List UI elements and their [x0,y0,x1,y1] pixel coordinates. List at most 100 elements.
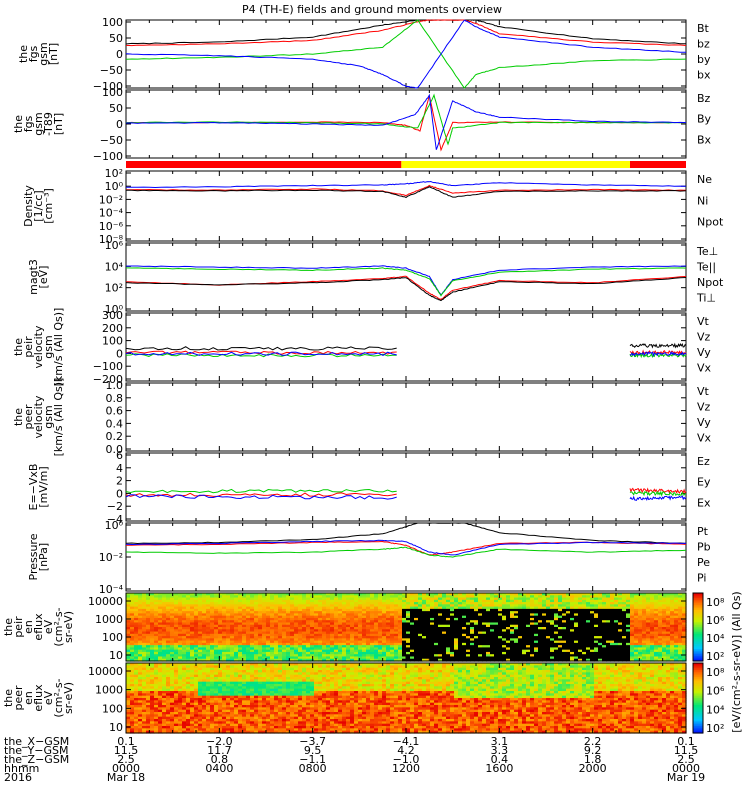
spectrogram-cell [594,631,599,635]
spectrogram-cell [306,638,311,642]
spectrogram-cell [302,604,307,608]
spectrogram-cell [190,629,195,633]
spectrogram-cell [614,606,619,610]
spectrogram-cell [182,649,187,653]
spectrogram-cell [450,633,455,637]
spectrogram-cell [594,613,599,617]
spectrogram-cell [214,654,219,658]
spectrogram-cell [610,640,615,644]
spectrogram-cell [350,604,355,608]
spectrogram-cell [210,658,215,662]
spectrogram-cell [382,613,387,617]
spectrogram-cell [390,649,395,653]
spectrogram-cell [514,593,519,596]
spectrogram-cell [370,593,375,596]
spectrogram-cell [310,624,315,628]
spectrogram-cell [374,629,379,633]
spectrogram-cell [546,613,551,617]
spectrogram-cell [566,651,571,655]
spectrogram-cell [570,629,575,633]
spectrogram-cell [190,633,195,637]
spectrogram-cell [570,620,575,624]
spectrogram-cell [666,656,671,660]
spectrogram-cell [570,654,575,658]
spectrogram-cell [434,629,439,633]
spectrogram-cell [150,593,155,596]
spectrogram-cell [198,604,203,608]
spectrogram-cell [418,615,423,619]
spectrogram-cell [362,638,367,642]
spectrogram-cell [226,611,231,614]
spectrogram-cell [462,608,467,612]
spectrogram-cell [214,615,219,619]
spectrogram-cell [646,602,651,605]
spectrogram-cell [282,627,287,630]
spectrogram-cell [282,617,287,621]
spectrogram-cell [566,611,571,614]
spectrogram-cell [374,642,379,646]
spectrogram-cell [578,613,583,617]
spectrogram-cell [174,654,179,658]
spectrogram-cell [210,631,215,635]
spectrogram-cell [346,647,351,651]
spectrogram-cell [178,597,183,601]
spectrogram-cell [218,608,223,612]
colorbar-step [693,616,703,620]
spectrogram-cell [522,640,527,644]
spectrogram-cell [238,606,243,610]
spectrogram-cell [286,627,291,630]
spectrogram-cell [162,613,167,617]
spectrogram-cell [522,620,527,624]
spectrogram-cell [566,658,571,662]
spectrogram-cell [318,597,323,601]
spectrogram-cell [506,606,511,610]
spectrogram-cell [342,658,347,662]
spectrogram-cell [442,606,447,610]
spectrogram-cell [594,615,599,619]
spectrogram-cell [282,636,287,639]
spectrogram-cell [406,645,411,648]
spectrogram-cell [350,651,355,655]
spectrogram-cell [454,606,459,610]
spectrogram-cell [642,658,647,662]
spectrogram-cell [482,636,487,639]
spectrogram-cell [146,595,151,599]
colorbar-step [693,598,703,601]
spectrogram-cell [290,647,295,651]
y-axis-label-line: Density [22,185,35,227]
spectrogram-cell [654,620,659,624]
spectrogram-cell [402,604,407,608]
spectrogram-cell [406,613,411,617]
spectrogram-cell [642,624,647,628]
spectrogram-cell [162,627,167,630]
spectrogram-cell [366,656,371,660]
spectrogram-cell [306,597,311,601]
spectrogram-cell [470,638,475,642]
spectrogram-cell [610,611,615,614]
spectrogram-cell [622,651,627,655]
spectrogram-cell [266,595,271,599]
spectrogram-cell [238,593,243,596]
spectrogram-cell [442,651,447,655]
spectrogram-cell [238,656,243,660]
y-tick-label: −100 [93,80,123,93]
spectrogram-cell [262,593,267,596]
spectrogram-cell [298,627,303,630]
spectrogram-cell [278,658,283,662]
spectrogram-cell [398,656,403,660]
spectrogram-cell [466,615,471,619]
spectrogram-cell [274,624,279,628]
spectrogram-cell [234,595,239,599]
spectrogram-cell [138,633,143,637]
spectrogram-cell [662,627,667,630]
spectrogram-cell [126,705,131,708]
spectrogram-cell [526,658,531,662]
spectrogram-cell [418,651,423,655]
spectrogram-cell [282,615,287,619]
spectrogram-cell [546,627,551,630]
spectrogram-cell [222,599,227,603]
spectrogram-cell [150,602,155,605]
spectrogram-cell [434,627,439,630]
spectrogram-cell [278,620,283,624]
spectrogram-cell [490,649,495,653]
